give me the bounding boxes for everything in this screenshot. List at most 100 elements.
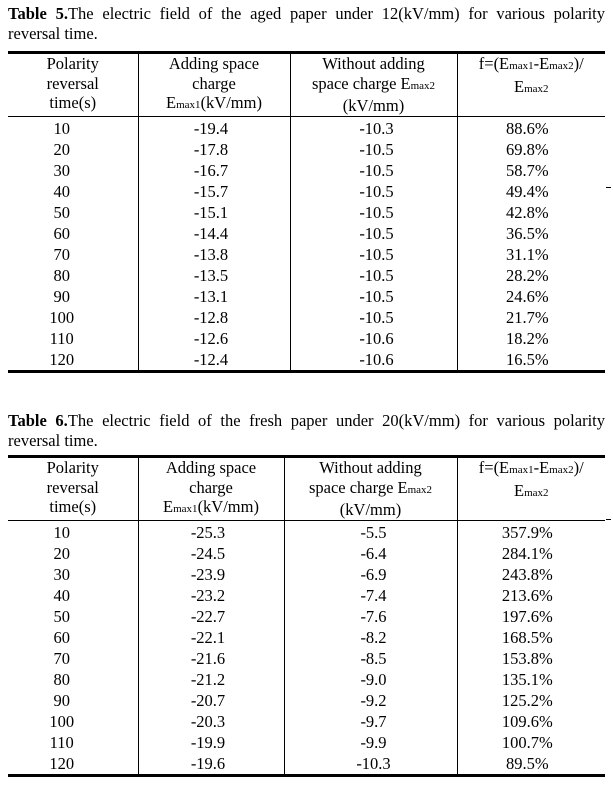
table-6-header-row: Polarity reversal time(s) Adding space c… bbox=[8, 456, 605, 520]
table-row: 70 -13.8 -10.5 31.1% bbox=[8, 243, 605, 265]
cell-time: 20 bbox=[8, 138, 139, 160]
table-5-body: 10 -19.4 -10.3 88.6% 20 -17.8 -10.5 69.8% 30 -16.… bbox=[8, 116, 605, 373]
cell-adding-space-charge: -13.8 bbox=[138, 243, 291, 265]
cell-time: 80 bbox=[8, 264, 139, 286]
table-row: 50 -22.7 -7.6 197.6% bbox=[8, 605, 605, 627]
table-row: 70 -21.6 -8.5 153.8% bbox=[8, 647, 605, 669]
margin-tick-mark bbox=[606, 519, 611, 520]
cell-time: 90 bbox=[8, 285, 139, 307]
cell-f-ratio: 109.6% bbox=[501, 711, 553, 731]
table-6-caption: Table 6.The electric field of the fresh … bbox=[8, 411, 605, 451]
cell-adding-space-charge: -24.5 bbox=[138, 542, 285, 564]
cell-adding-space-charge: -23.9 bbox=[138, 563, 285, 585]
cell-without-space-charge: -10.5 bbox=[290, 306, 458, 328]
cell-f-ratio: 16.5% bbox=[457, 348, 605, 373]
table-6-block: Table 6.The electric field of the fresh … bbox=[8, 411, 605, 777]
cell-f-ratio: 36.5% bbox=[505, 223, 549, 243]
cell-time: 60 bbox=[8, 222, 139, 244]
cell-without-space-charge: -10.6 bbox=[290, 327, 458, 349]
cell-without-space-charge: -8.5 bbox=[284, 647, 458, 669]
cell-time: 110 bbox=[8, 327, 139, 349]
cell-adding-space-charge: -21.6 bbox=[138, 647, 285, 669]
cell-adding-space-charge: -25.3 bbox=[138, 520, 285, 543]
table-row: 50 -15.1 -10.5 42.8% bbox=[8, 201, 605, 223]
table-row: 100 -12.8 -10.5 21.7% bbox=[8, 306, 605, 328]
table-row: 100 -20.3 -9.7 109.6% bbox=[8, 710, 605, 732]
cell-without-space-charge: -10.5 bbox=[290, 243, 458, 265]
cell-f-ratio: 213.6% bbox=[501, 585, 553, 605]
header-without-adding-space-charge: Without adding space charge Emax2 (kV/mm… bbox=[290, 52, 458, 116]
cell-time: 60 bbox=[8, 626, 139, 648]
cell-time: 120 bbox=[8, 752, 139, 777]
cell-without-space-charge: -6.9 bbox=[284, 563, 458, 585]
cell-f-ratio: 125.2% bbox=[501, 690, 553, 710]
cell-without-space-charge: -10.5 bbox=[290, 222, 458, 244]
table-row: 30 -23.9 -6.9 243.8% bbox=[8, 563, 605, 585]
table-row: 40 -23.2 -7.4 213.6% bbox=[8, 584, 605, 606]
cell-f-ratio: 69.8% bbox=[505, 139, 549, 159]
cell-f-ratio: 100.7% bbox=[501, 732, 553, 752]
cell-f-ratio: 18.2% bbox=[505, 328, 549, 348]
cell-f-ratio: 24.6% bbox=[505, 286, 549, 306]
table-5-caption: Table 5.The electric field of the aged p… bbox=[8, 4, 605, 44]
cell-time: 90 bbox=[8, 689, 139, 711]
cell-adding-space-charge: -14.4 bbox=[138, 222, 291, 244]
cell-without-space-charge: -6.4 bbox=[284, 542, 458, 564]
header-f-ratio: f=(Emax1-Emax2)/ Emax2 bbox=[478, 458, 584, 500]
cell-adding-space-charge: -15.7 bbox=[138, 180, 291, 202]
table-row: 110 -12.6 -10.6 18.2% bbox=[8, 327, 605, 349]
cell-without-space-charge: -10.6 bbox=[290, 348, 458, 373]
table-row: 20 -24.5 -6.4 284.1% bbox=[8, 542, 605, 564]
cell-adding-space-charge: -12.8 bbox=[138, 306, 291, 328]
table-row: 10 -19.4 -10.3 88.6% bbox=[8, 116, 605, 139]
cell-adding-space-charge: -22.7 bbox=[138, 605, 285, 627]
cell-time: 100 bbox=[8, 306, 139, 328]
header-without-adding-space-charge: Without adding space charge Emax2 (kV/mm… bbox=[284, 456, 458, 520]
cell-adding-space-charge: -19.4 bbox=[138, 116, 291, 139]
cell-f-ratio: 135.1% bbox=[501, 669, 553, 689]
table-row: 120 -19.6 -10.3 89.5% bbox=[8, 752, 605, 777]
cell-time: 10 bbox=[8, 520, 139, 543]
cell-without-space-charge: -5.5 bbox=[284, 520, 458, 543]
cell-adding-space-charge: -17.8 bbox=[138, 138, 291, 160]
table-row: 10 -25.3 -5.5 357.9% bbox=[8, 520, 605, 543]
cell-f-ratio: 28.2% bbox=[505, 265, 549, 285]
cell-time: 50 bbox=[8, 201, 139, 223]
table-row: 60 -14.4 -10.5 36.5% bbox=[8, 222, 605, 244]
cell-f-ratio: 88.6% bbox=[505, 118, 549, 138]
cell-adding-space-charge: -13.1 bbox=[138, 285, 291, 307]
cell-time: 40 bbox=[8, 180, 139, 202]
cell-time: 70 bbox=[8, 647, 139, 669]
table-row: 20 -17.8 -10.5 69.8% bbox=[8, 138, 605, 160]
table-5-block: Table 5.The electric field of the aged p… bbox=[8, 4, 605, 373]
cell-time: 80 bbox=[8, 668, 139, 690]
header-polarity-reversal-time: Polarity reversal time(s) bbox=[8, 456, 139, 520]
cell-f-ratio: 31.1% bbox=[505, 244, 549, 264]
cell-without-space-charge: -10.5 bbox=[290, 138, 458, 160]
table-5-number: Table 5. bbox=[8, 4, 68, 23]
table-row: 80 -21.2 -9.0 135.1% bbox=[8, 668, 605, 690]
cell-time: 120 bbox=[8, 348, 139, 373]
cell-without-space-charge: -10.5 bbox=[290, 201, 458, 223]
cell-adding-space-charge: -12.4 bbox=[138, 348, 291, 373]
cell-f-ratio: 42.8% bbox=[505, 202, 549, 222]
cell-without-space-charge: -7.6 bbox=[284, 605, 458, 627]
cell-f-ratio: 89.5% bbox=[457, 752, 605, 777]
cell-adding-space-charge: -22.1 bbox=[138, 626, 285, 648]
cell-time: 20 bbox=[8, 542, 139, 564]
cell-time: 30 bbox=[8, 159, 139, 181]
table-6-number: Table 6. bbox=[8, 411, 68, 430]
cell-adding-space-charge: -19.6 bbox=[138, 752, 285, 777]
table-row: 120 -12.4 -10.6 16.5% bbox=[8, 348, 605, 373]
table-row: 60 -22.1 -8.2 168.5% bbox=[8, 626, 605, 648]
cell-without-space-charge: -10.5 bbox=[290, 180, 458, 202]
cell-f-ratio: 197.6% bbox=[501, 606, 553, 626]
cell-f-ratio: 243.8% bbox=[501, 564, 553, 584]
cell-adding-space-charge: -21.2 bbox=[138, 668, 285, 690]
cell-adding-space-charge: -20.3 bbox=[138, 710, 285, 732]
cell-adding-space-charge: -12.6 bbox=[138, 327, 291, 349]
cell-without-space-charge: -8.2 bbox=[284, 626, 458, 648]
header-adding-space-charge: Adding space charge Emax1(kV/mm) bbox=[138, 456, 285, 520]
cell-adding-space-charge: -20.7 bbox=[138, 689, 285, 711]
